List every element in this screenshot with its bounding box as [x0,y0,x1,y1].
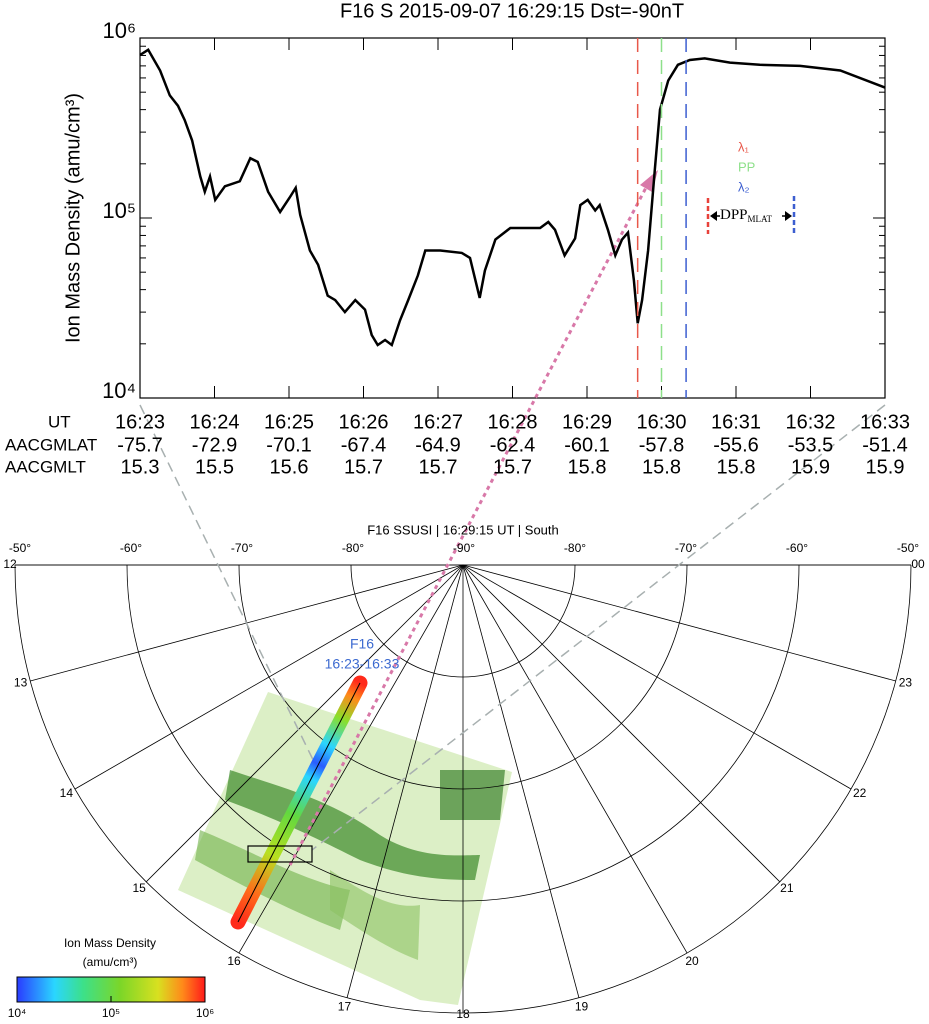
dpp-subscript: MLAT [748,214,773,224]
x-tick-label: 16:26 [338,411,388,433]
x-tick-label: 16:30 [636,411,686,433]
x-tick-label: 16:31 [711,411,761,433]
track-center [237,682,361,923]
colorbar-tick-label: 10⁴ [8,1006,27,1020]
mlt-label: 14 [60,786,74,800]
legend-entry: PP [738,159,755,174]
lat-label: -60° [786,541,808,555]
aacgmlat-label: -67.4 [341,434,387,456]
aacgmlt-label: 15.5 [195,456,234,478]
aacgmlat-label: -64.9 [415,434,461,456]
dpp-label: DPPMLAT [720,207,773,224]
x-tick-label: 16:25 [264,411,314,433]
mlt-line [462,564,688,954]
y-tick-label: 10⁵ [102,198,136,223]
mlt-label: 22 [853,786,867,800]
colorbar-unit: (amu/cm³) [83,955,138,969]
aacgmlt-label: 15.7 [344,456,383,478]
legend-entry: λ₂ [738,179,750,194]
lat-label: -90° [453,541,475,555]
x-tick-label: 16:23 [115,411,165,433]
x-tick-label: 16:32 [785,411,835,433]
mlt-line [462,564,896,682]
mlt-label: 00 [911,557,925,571]
ssusi-image [178,692,512,1005]
mlt-line [462,564,580,998]
mlt-label: 13 [14,676,28,690]
chart-title: F16 S 2015-09-07 16:29:15 Dst=-90nT [340,0,684,22]
aacgmlt-label: 15.7 [419,456,458,478]
aacgmlt-label: 15.7 [493,456,532,478]
mlt-line [238,564,464,954]
x-tick-label: 16:27 [413,411,463,433]
aacgmlt-label: 15.8 [642,456,681,478]
aacgmlat-label: -72.9 [192,434,238,456]
aacgmlt-label: 15.3 [121,456,160,478]
lat-label: -70° [231,541,253,555]
lat-label: -50° [897,541,919,555]
aacgmlt-label: 15.6 [270,456,309,478]
track-time: 16:23-16:33 [325,656,400,672]
lat-label: -70° [675,541,697,555]
colorbar-tick-label: 10⁵ [102,1006,120,1020]
highlight-box [247,845,313,863]
map-title: F16 SSUSI | 16:29:15 UT | South [367,522,559,537]
lat-label: -50° [9,541,31,555]
aacgmlat-label: -51.4 [862,434,908,456]
y-tick-label: 10⁶ [102,18,136,43]
x-tick-label: 16:33 [860,411,910,433]
aacgmlt-label: 15.9 [866,456,905,478]
aacgmlat-label: -75.7 [117,434,163,456]
mlt-line [462,564,852,790]
x-tick-label: 16:24 [189,411,239,433]
x-tick-label: 16:29 [562,411,612,433]
mlt-label: 19 [575,1000,589,1014]
colorbar-tick-label: 10⁶ [196,1006,214,1020]
lat-label: -80° [342,541,364,555]
y-tick-label: 10⁴ [102,378,136,403]
aacgmlat-label: -70.1 [266,434,312,456]
aacgmlt-label: 15.8 [717,456,756,478]
plot-frame [139,37,886,399]
mlt-label: 15 [132,881,146,895]
lat-label: -80° [564,541,586,555]
aacgmlat-label: -62.4 [490,434,536,456]
lat-label: -60° [120,541,142,555]
mlt-line [462,564,781,883]
mlt-label: 18 [456,1007,470,1021]
y-axis-label: Ion Mass Density (amu/cm³) [62,93,84,343]
dpp-main: DPP [720,207,748,223]
mlt-label: 12 [3,557,17,571]
aacgmlat-label: -57.8 [639,434,685,456]
aacgmlat-label: -53.5 [788,434,834,456]
row-label: AACGMLAT [5,435,97,454]
mlt-line [74,564,464,790]
density-line [139,48,886,348]
mlt-label: 17 [338,1000,352,1014]
mlt-label: 23 [899,676,913,690]
aacgmlt-label: 15.9 [791,456,830,478]
mlt-label: 16 [227,954,241,968]
mlt-label: 20 [685,954,699,968]
mlt-line [346,564,464,998]
x-tick-label: 16:28 [487,411,537,433]
track-name: F16 [350,636,374,652]
mlt-label: 21 [780,881,794,895]
aacgmlt-label: 15.8 [568,456,607,478]
colorbar-title: Ion Mass Density [64,936,156,950]
legend-entry: λ₁ [738,139,750,154]
mlt-line [145,564,464,883]
row-label: AACGMLT [5,457,86,476]
aacgmlat-label: -55.6 [713,434,759,456]
dpp-bracket [706,196,796,234]
aacgmlat-label: -60.1 [564,434,610,456]
row-label: UT [48,412,71,431]
